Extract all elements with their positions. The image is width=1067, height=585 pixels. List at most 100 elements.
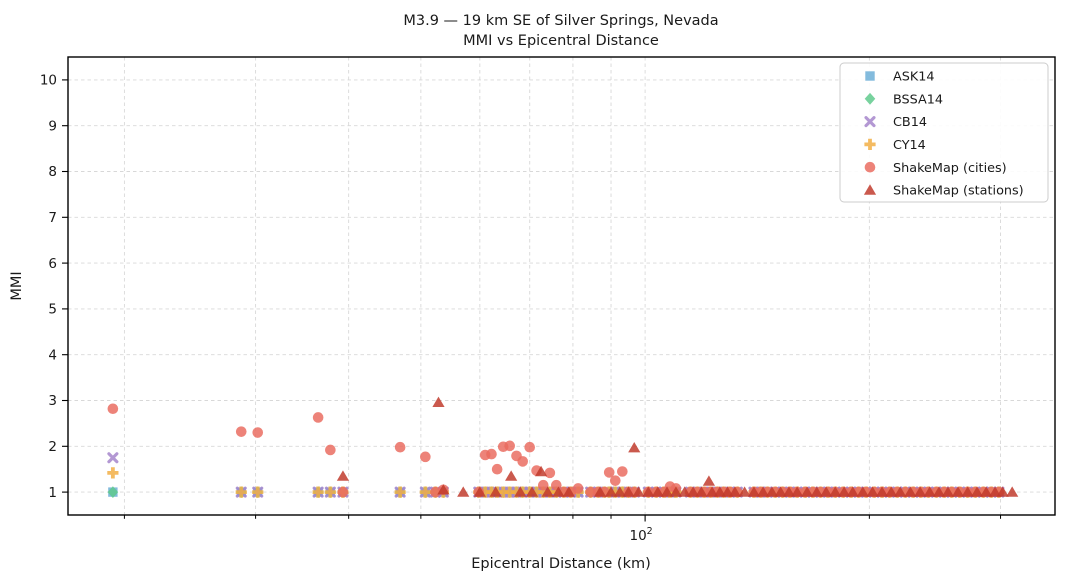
point-shakemap-stations: [820, 486, 833, 497]
point-shakemap-stations: [505, 470, 518, 481]
y-tick-label: 10: [40, 73, 57, 89]
y-tick-label: 4: [48, 347, 57, 363]
point-cy14: [485, 486, 498, 498]
point-shakemap-cities: [325, 444, 336, 456]
point-shakemap-stations: [489, 486, 502, 497]
legend-item-cb14: CB14: [864, 115, 927, 130]
point-shakemap-cities: [394, 441, 406, 453]
point-shakemap-cities: [537, 479, 549, 491]
point-shakemap-stations: [932, 486, 946, 497]
point-shakemap-stations: [996, 486, 1009, 497]
axis-ticks: [62, 79, 1002, 522]
point-shakemap-stations: [810, 486, 823, 497]
point-cy14: [312, 486, 324, 498]
point-shakemap-stations: [669, 486, 683, 497]
point-shakemap-cities: [430, 486, 441, 498]
point-shakemap-stations: [695, 486, 708, 497]
y-tick-label: 7: [48, 210, 57, 226]
point-shakemap-stations: [437, 484, 450, 495]
point-shakemap-cities: [420, 451, 431, 463]
point-shakemap-cities: [585, 486, 596, 498]
point-shakemap-stations: [336, 470, 350, 481]
legend-label: CB14: [893, 115, 927, 130]
point-shakemap-cities: [617, 466, 628, 477]
point-shakemap-stations: [541, 486, 554, 497]
point-shakemap-cities: [235, 426, 247, 437]
point-cy14: [537, 486, 549, 498]
point-bssa14: [107, 486, 119, 498]
point-cy14: [609, 486, 621, 498]
point-shakemap-stations: [457, 486, 470, 497]
series-shakemap-stations: [336, 396, 1019, 497]
point-shakemap-stations: [951, 486, 965, 497]
point-shakemap-cities: [107, 403, 119, 415]
point-cy14: [252, 486, 264, 498]
point-shakemap-stations: [432, 396, 445, 408]
point-shakemap-cities: [517, 456, 529, 467]
legend-box: [839, 62, 1049, 203]
point-shakemap-cities: [524, 441, 536, 453]
point-shakemap-stations: [747, 486, 761, 497]
point-shakemap-stations: [765, 486, 779, 497]
point-shakemap-stations: [632, 486, 645, 497]
point-cy14: [419, 486, 431, 498]
point-cb14: [107, 452, 119, 464]
point-cy14: [497, 486, 509, 498]
point-shakemap-stations: [678, 486, 691, 497]
point-shakemap-cities: [544, 467, 556, 479]
point-cy14: [504, 486, 516, 498]
y-tick-label: 6: [48, 256, 57, 272]
point-shakemap-stations: [838, 486, 851, 497]
point-shakemap-stations: [473, 486, 486, 497]
point-shakemap-stations: [782, 486, 796, 497]
x-axis-label: Epicentral Distance (km): [471, 556, 651, 572]
bssa14-legend-marker: [864, 92, 876, 105]
point-cy14: [107, 467, 119, 479]
point-shakemap-stations: [705, 486, 719, 497]
y-tick-label: 2: [48, 439, 57, 455]
point-shakemap-stations: [970, 486, 984, 497]
y-tick-label: 9: [48, 118, 57, 134]
point-shakemap-stations: [914, 486, 927, 497]
point-shakemap-stations: [829, 486, 842, 497]
point-shakemap-stations: [552, 486, 565, 497]
point-cy14: [510, 486, 523, 498]
chart-title-line2: MMI vs Epicentral Distance: [463, 33, 659, 49]
point-shakemap-stations: [525, 486, 539, 497]
point-shakemap-stations: [514, 486, 527, 497]
shakemap-cities-legend-marker: [864, 161, 876, 173]
legend-item-bssa14: BSSA14: [864, 92, 943, 107]
y-tick-label: 1: [48, 485, 57, 501]
shakemap-stations-legend-marker: [863, 184, 877, 195]
point-shakemap-stations: [923, 486, 936, 497]
legend-label: ASK14: [893, 70, 935, 85]
point-shakemap-cities: [312, 412, 324, 423]
point-shakemap-stations: [774, 486, 787, 497]
point-shakemap-cities: [486, 448, 497, 460]
cy14-legend-marker: [864, 138, 876, 150]
y-axis-label: MMI: [9, 271, 25, 300]
point-shakemap-cities: [337, 486, 349, 498]
point-shakemap-stations: [738, 486, 751, 497]
point-shakemap-stations: [756, 486, 770, 497]
data-points: [107, 396, 1019, 498]
cb14-legend-marker: [864, 116, 876, 128]
point-shakemap-cities: [252, 427, 264, 438]
y-tick-label: 8: [48, 164, 57, 180]
point-shakemap-stations: [1006, 486, 1019, 497]
axis-tick-labels: 1 2 3 4 5 6 7 8 9 10 102: [40, 73, 653, 544]
point-shakemap-stations: [961, 486, 974, 497]
point-shakemap-stations: [941, 486, 955, 497]
point-shakemap-cities: [572, 483, 584, 494]
point-shakemap-cities: [610, 475, 621, 486]
point-shakemap-stations: [728, 486, 742, 497]
y-tick-label: 5: [48, 302, 57, 318]
x-tick-label: 102: [629, 526, 652, 544]
point-shakemap-stations: [651, 486, 664, 497]
point-shakemap-stations: [856, 486, 869, 497]
point-shakemap-stations: [622, 486, 635, 497]
point-shakemap-stations: [846, 486, 859, 497]
point-shakemap-stations: [866, 486, 879, 497]
